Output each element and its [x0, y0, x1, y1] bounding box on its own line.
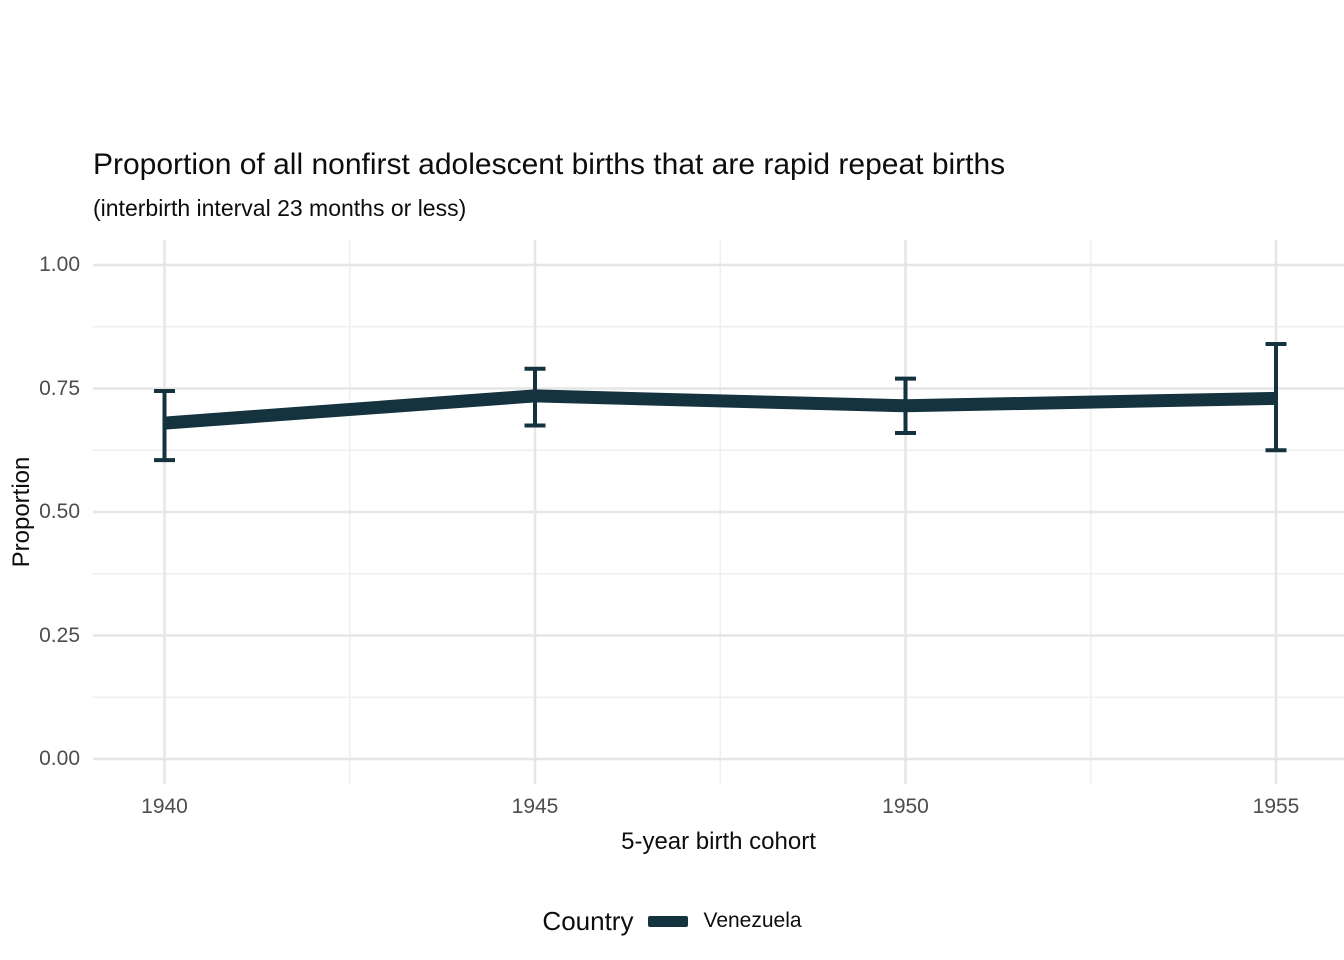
x-axis-title: 5-year birth cohort [621, 828, 816, 855]
y-axis-title: Proportion [8, 456, 35, 568]
error-bar-1955 [1265, 342, 1287, 453]
x-tick-label-1945: 1945 [511, 795, 559, 818]
chart-subtitle: (interbirth interval 23 months or less) [93, 195, 467, 221]
x-tick-label-1955: 1955 [1252, 795, 1300, 818]
legend-item-label: Venezuela [703, 909, 802, 932]
x-tick-label-1950: 1950 [882, 795, 929, 818]
legend: Country Venezuela [0, 900, 1344, 942]
error-bar-1940 [154, 388, 175, 463]
y-tick-label-0.00: 0.00 [39, 747, 80, 770]
y-tick-label-0.75: 0.75 [39, 377, 80, 400]
legend-title: Country [542, 905, 634, 936]
chart-title: Proportion of all nonfirst adolescent bi… [93, 148, 1006, 181]
y-tick-label-1.00: 1.00 [39, 253, 80, 276]
y-tick-label-0.50: 0.50 [39, 500, 80, 523]
series-line-venezuela [164, 389, 1277, 430]
y-tick-label-0.25: 0.25 [39, 624, 80, 647]
x-tick-label-1940: 1940 [141, 795, 188, 818]
legend-key-line-icon [648, 915, 689, 927]
